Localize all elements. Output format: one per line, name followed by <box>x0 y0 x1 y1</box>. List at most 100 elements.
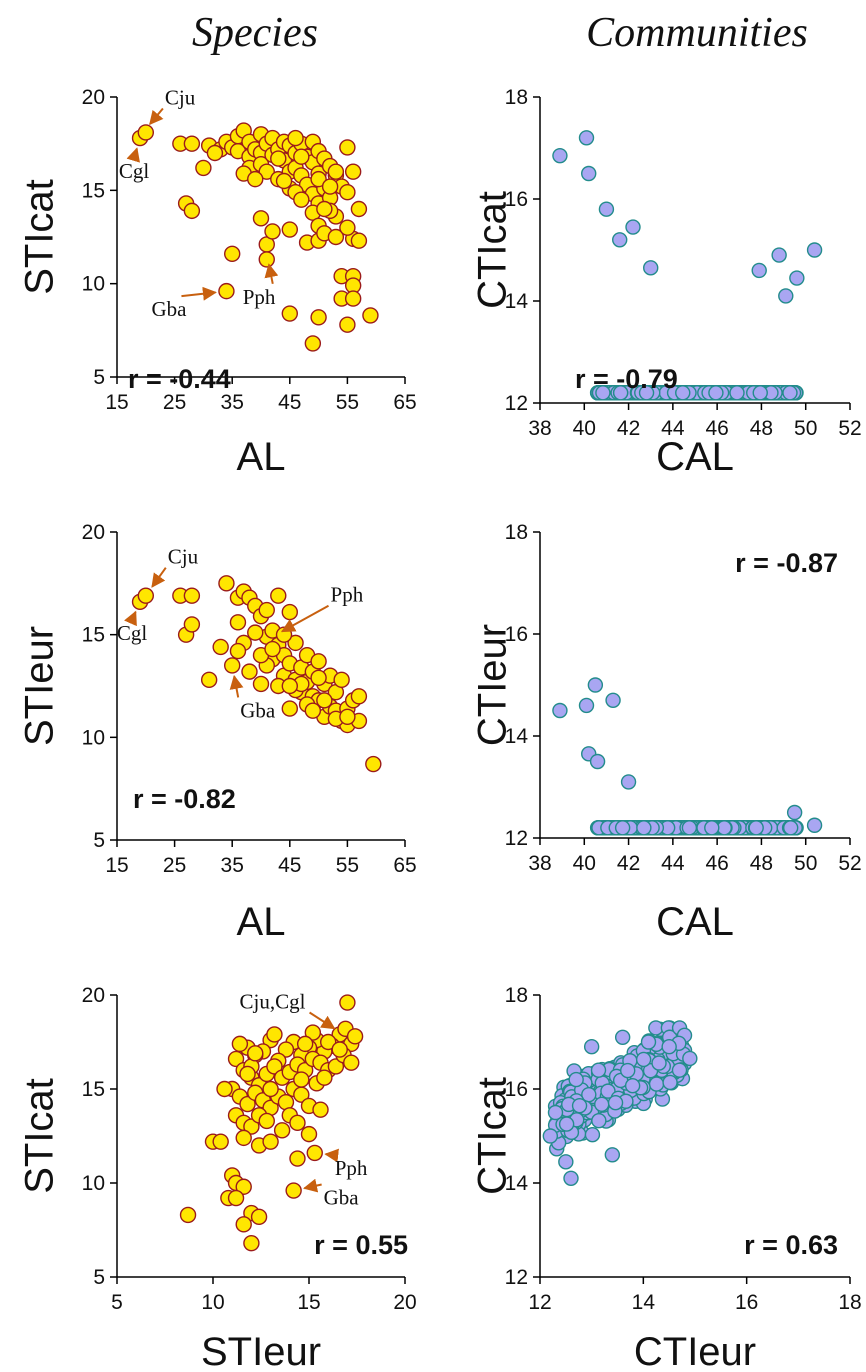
column-title-species: Species <box>192 10 318 56</box>
annotation-label: Pph <box>243 285 276 309</box>
y-axis-label: STIcat <box>18 1078 62 1194</box>
data-point <box>614 820 631 836</box>
x-tick-label: 12 <box>528 1291 551 1314</box>
data-point <box>250 1208 268 1226</box>
data-point <box>563 1170 579 1187</box>
x-tick-label: 55 <box>336 391 359 414</box>
y-tick-label: 15 <box>82 624 105 647</box>
y-axis-label: CTIcat <box>471 1077 515 1195</box>
correlation-label: r = -0.79 <box>575 364 678 394</box>
annotation-label: Gba <box>324 1186 360 1210</box>
y-tick-label: 10 <box>82 1172 105 1195</box>
data-point <box>281 305 298 322</box>
data-point <box>289 1150 306 1167</box>
data-point <box>304 702 322 719</box>
data-point <box>598 201 615 217</box>
data-point <box>581 165 597 182</box>
data-point <box>729 385 745 401</box>
x-tick-label: 45 <box>278 391 301 414</box>
data-point <box>343 1054 360 1071</box>
data-point <box>346 1028 364 1045</box>
x-tick-label: 44 <box>661 852 685 875</box>
data-point <box>339 219 356 236</box>
annotation-arrow <box>124 610 137 627</box>
data-point <box>235 1129 252 1147</box>
data-point <box>310 653 327 670</box>
data-point <box>281 603 298 621</box>
x-tick-label: 40 <box>573 417 596 440</box>
annotation-label: Cju,Cgl <box>240 989 306 1013</box>
x-tick-label: 15 <box>105 391 128 414</box>
x-tick-label: 46 <box>705 852 728 875</box>
y-axis-label: CTIcat <box>471 191 515 309</box>
data-point <box>287 129 304 147</box>
data-point <box>327 228 345 246</box>
data-point <box>195 159 212 177</box>
annotation-label: Cgl <box>119 159 150 183</box>
data-point <box>661 1038 677 1055</box>
y-tick-label: 12 <box>505 392 528 415</box>
annotation-label: Gba <box>151 297 187 321</box>
data-point <box>542 1128 559 1144</box>
x-tick-label: 10 <box>201 1291 224 1314</box>
y-tick-label: 14 <box>505 725 529 748</box>
y-tick-label: 5 <box>93 366 105 389</box>
data-point <box>216 1080 233 1098</box>
data-point <box>625 219 641 235</box>
data-point <box>612 232 628 248</box>
data-point <box>212 638 229 656</box>
data-point <box>235 1216 252 1233</box>
data-point <box>681 820 698 836</box>
data-point <box>247 170 264 188</box>
data-point <box>806 242 823 258</box>
annotation-arrow <box>229 674 244 698</box>
x-tick-label: 25 <box>163 391 186 414</box>
annotation-label: Pph <box>331 583 364 607</box>
x-tick-label: 65 <box>393 854 416 877</box>
y-axis-label: STIcat <box>18 179 62 295</box>
data-point <box>321 178 339 195</box>
data-point <box>620 1062 636 1079</box>
data-point <box>264 640 281 658</box>
data-point <box>590 1062 607 1078</box>
annotation-label: Gba <box>240 698 276 722</box>
data-point <box>589 753 606 770</box>
data-point <box>333 671 350 689</box>
data-point <box>648 1076 665 1092</box>
data-point <box>651 1055 667 1071</box>
data-point <box>675 385 691 401</box>
y-tick-label: 20 <box>82 86 105 109</box>
data-point <box>350 200 368 218</box>
data-point <box>281 700 298 717</box>
data-point <box>662 1074 678 1091</box>
x-tick-label: 44 <box>661 417 685 440</box>
data-point <box>316 200 333 218</box>
panel-cal-vs-cticat: 12 14 16 18 38 40 42 44 46 48 50 52 CTIcat CAL r = -0.… <box>471 86 862 479</box>
data-point <box>339 316 356 333</box>
y-axis-label: CTIeur <box>471 624 515 746</box>
data-point <box>137 124 155 141</box>
data-point <box>258 251 275 268</box>
annotation-arrow <box>126 147 140 163</box>
data-point <box>310 309 327 326</box>
data-point <box>789 270 805 286</box>
y-tick-label: 15 <box>82 1078 105 1101</box>
data-point <box>252 210 270 227</box>
data-point <box>578 130 595 146</box>
x-tick-label: 20 <box>393 1291 416 1314</box>
data-point <box>558 1154 574 1170</box>
data-point <box>708 385 724 401</box>
data-point <box>365 755 382 773</box>
data-point <box>782 820 799 836</box>
annotation-label: Pph <box>335 1156 368 1180</box>
data-point <box>258 1112 275 1130</box>
y-tick-label: 12 <box>505 827 528 850</box>
data-point <box>243 1234 260 1252</box>
x-tick-label: 50 <box>794 417 817 440</box>
data-point <box>223 245 241 263</box>
y-tick-label: 5 <box>93 1266 105 1289</box>
data-point <box>806 817 823 833</box>
data-point <box>635 1051 652 1068</box>
x-axis-label: CTIeur <box>634 1330 756 1372</box>
data-point <box>752 385 768 401</box>
